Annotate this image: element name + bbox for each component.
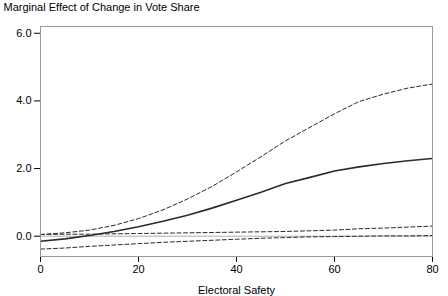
svg-text:4.0: 4.0: [16, 94, 31, 106]
svg-text:6.0: 6.0: [16, 27, 31, 39]
svg-text:0.0: 0.0: [16, 230, 31, 242]
svg-text:40: 40: [230, 263, 242, 275]
svg-text:2.0: 2.0: [16, 162, 31, 174]
svg-text:60: 60: [328, 263, 340, 275]
svg-text:20: 20: [132, 263, 144, 275]
svg-text:0: 0: [37, 263, 43, 275]
svg-text:Electoral Safety: Electoral Safety: [198, 284, 276, 296]
svg-text:80: 80: [426, 263, 438, 275]
svg-text:Marginal Effect of Change in V: Marginal Effect of Change in Vote Share: [4, 1, 200, 13]
